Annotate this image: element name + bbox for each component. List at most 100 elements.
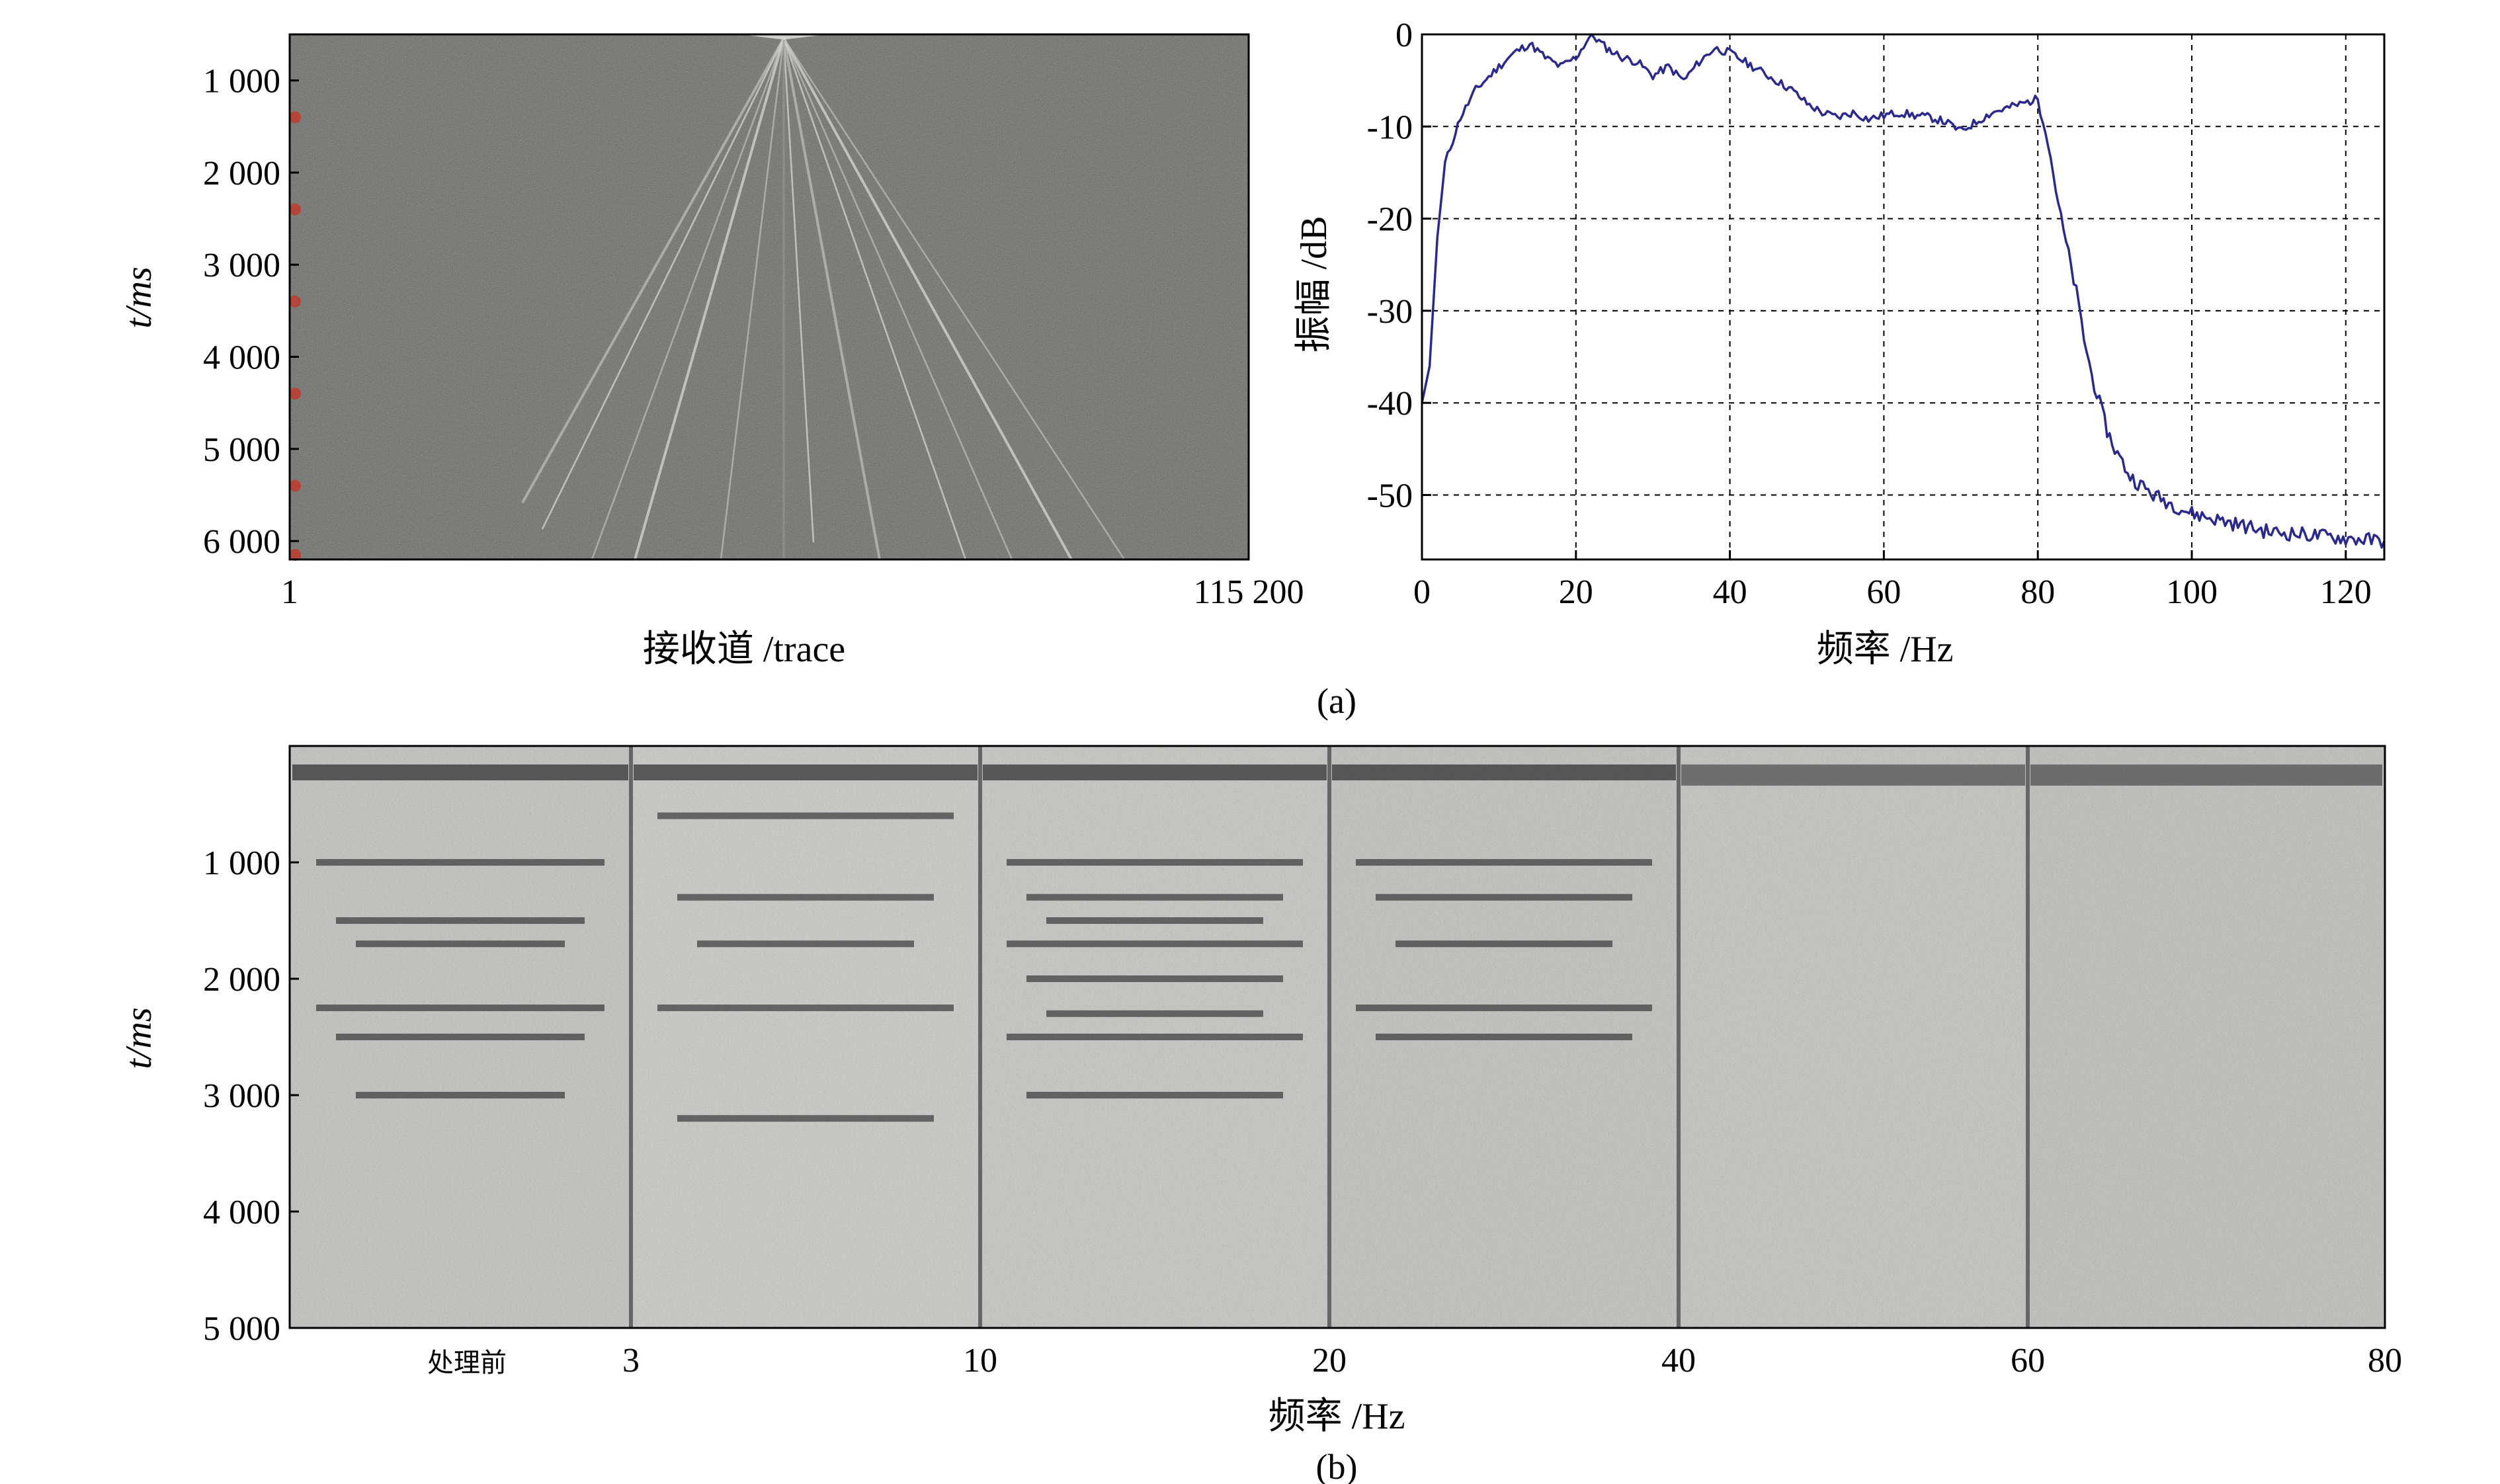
reflection-event: [1026, 975, 1283, 982]
first-arrival-band: [1681, 764, 2025, 786]
sections-y-axis-label: t/ms: [118, 1007, 159, 1069]
section-panel: [1677, 746, 2028, 1328]
first-arrival-band: [292, 764, 628, 780]
spectrum-plot-area: [1422, 34, 2384, 559]
trace-markers: [289, 111, 301, 561]
sections-noise: [290, 746, 2385, 1328]
first-break-arrival: [591, 38, 785, 560]
trace-marker: [289, 203, 301, 216]
spectrum-y-tick-label: -50: [1367, 477, 1413, 515]
panel-b-label: (b): [1316, 1447, 1358, 1484]
spectrum-x-axis: 0 20 40 60 80 100 120: [1413, 550, 2372, 611]
spectrum-x-tick-label: 120: [2320, 573, 2372, 611]
spectrum-x-tick-label: 20: [1559, 573, 1593, 611]
first-break-arrival: [782, 38, 967, 560]
first-break-arrival: [521, 38, 785, 503]
first-break-arrival: [782, 38, 881, 560]
spectrum-x-tick-label: 60: [1866, 573, 1901, 611]
panel-a-label: (a): [1317, 681, 1356, 721]
reflection-event: [336, 1034, 585, 1040]
reflection-event: [1026, 893, 1283, 901]
section-panel: [978, 746, 1329, 1328]
amplitude-spectrum-chart: 0 20 40 60 80 100 120 0-10-20-30-40-50 频率 /Hz …: [1294, 17, 2386, 670]
seismic-y-tick-label: 3 000: [203, 247, 280, 284]
sections-y-axis: 1 000 2 000 3 000 4 000 5 000: [203, 845, 299, 1348]
reflection-event: [1007, 940, 1303, 948]
first-break-arrival: [782, 38, 1013, 560]
reflection-event: [1007, 1034, 1303, 1040]
seismic-x-axis-label: 接收道 /trace: [643, 629, 845, 670]
sections-x-tick-label: 10: [963, 1342, 997, 1380]
reflection-event: [316, 859, 604, 866]
trace-marker: [289, 388, 301, 400]
seismic-record-chart: 1 000 2 000 3 000 4 000 5 000 6 000 1 115 200…: [118, 33, 1304, 670]
section-panel: [290, 746, 631, 1328]
reflection-event: [1356, 859, 1652, 866]
seismic-x-tick-start: 1: [281, 573, 298, 611]
seismic-y-tick-label: 5 000: [203, 431, 280, 469]
spectrum-series-line: [1421, 33, 2386, 549]
seismic-record-frame: [288, 33, 1250, 561]
reflection-event: [657, 812, 954, 819]
sections-y-tick-label: 4 000: [203, 1194, 280, 1231]
section-panels: [290, 746, 2385, 1328]
reflection-event: [1356, 1005, 1652, 1011]
trace-marker: [289, 111, 301, 124]
reflection-event: [677, 893, 934, 901]
reflection-event: [1046, 1010, 1263, 1017]
seismic-y-tick-label: 1 000: [203, 63, 280, 101]
seismic-y-tick-label: 2 000: [203, 155, 280, 192]
spectrum-frame: [1421, 33, 2386, 561]
spectrum-y-tick-label: -30: [1367, 293, 1413, 331]
seismic-y-tick-label: 6 000: [203, 523, 280, 561]
source-apex: [741, 34, 827, 40]
section-panel-tint: [2028, 746, 2385, 1328]
first-arrival-band: [634, 764, 978, 780]
reflection-event: [1396, 940, 1612, 948]
sections-y-tick-label: 2 000: [203, 961, 280, 999]
seismic-y-tick-label: 4 000: [203, 339, 280, 377]
reflection-event: [657, 1005, 954, 1011]
spectrum-y-tick-label: -20: [1367, 201, 1413, 239]
sections-x-tick-label: 80: [2368, 1342, 2402, 1380]
sections-y-tick-label: 5 000: [203, 1310, 280, 1348]
trace-marker: [289, 295, 301, 308]
sections-x-tick-label: 40: [1661, 1342, 1696, 1380]
spectrum-y-tick-label: -40: [1367, 385, 1413, 423]
reflection-event: [1046, 917, 1263, 924]
first-arrival-band: [1332, 764, 1676, 780]
sections-y-tick-label: 3 000: [203, 1077, 280, 1115]
first-break-arrival: [782, 38, 1073, 560]
sections-y-tick-label: 1 000: [203, 845, 280, 882]
first-arrival-band: [983, 764, 1327, 780]
spectrum-y-axis-label: 振幅 /dB: [1294, 216, 1335, 353]
reflection-event: [1007, 859, 1303, 866]
first-break-arrival: [541, 38, 785, 530]
reflection-event: [677, 1115, 934, 1122]
spectrum-x-tick-label: 40: [1713, 573, 1747, 611]
sections-x-tick-label: 20: [1312, 1342, 1347, 1380]
reflection-event: [356, 1092, 565, 1098]
reflection-event: [316, 1005, 604, 1011]
sections-frame: [288, 745, 2386, 1329]
spectrum-x-tick-label: 80: [2021, 573, 2055, 611]
section-panel-tint: [1679, 746, 2028, 1328]
section-panel: [2026, 746, 2385, 1328]
first-break-arrival: [634, 38, 785, 560]
spectrum-x-axis-label: 频率 /Hz: [1817, 629, 1954, 670]
reflection-event: [1026, 1092, 1283, 1098]
seismic-record-noise: [290, 34, 1249, 559]
first-break-arrival: [720, 38, 785, 560]
first-break-arrival: [782, 38, 1126, 560]
reflection-event: [1376, 893, 1632, 901]
section-panel: [629, 746, 980, 1328]
first-break-arrival: [782, 38, 815, 543]
spectrum-y-tick-label: 0: [1396, 17, 1413, 54]
sections-x-axis-label: 频率 /Hz: [1269, 1396, 1405, 1437]
section-panel-tint: [631, 746, 980, 1328]
seismic-y-axis: 1 000 2 000 3 000 4 000 5 000 6 000: [203, 63, 299, 561]
sections-x-axis: 处理前 3 10 20 40 60 80: [427, 1342, 2402, 1380]
spectrum-x-tick-label: 100: [2166, 573, 2218, 611]
reflection-event: [356, 940, 565, 948]
